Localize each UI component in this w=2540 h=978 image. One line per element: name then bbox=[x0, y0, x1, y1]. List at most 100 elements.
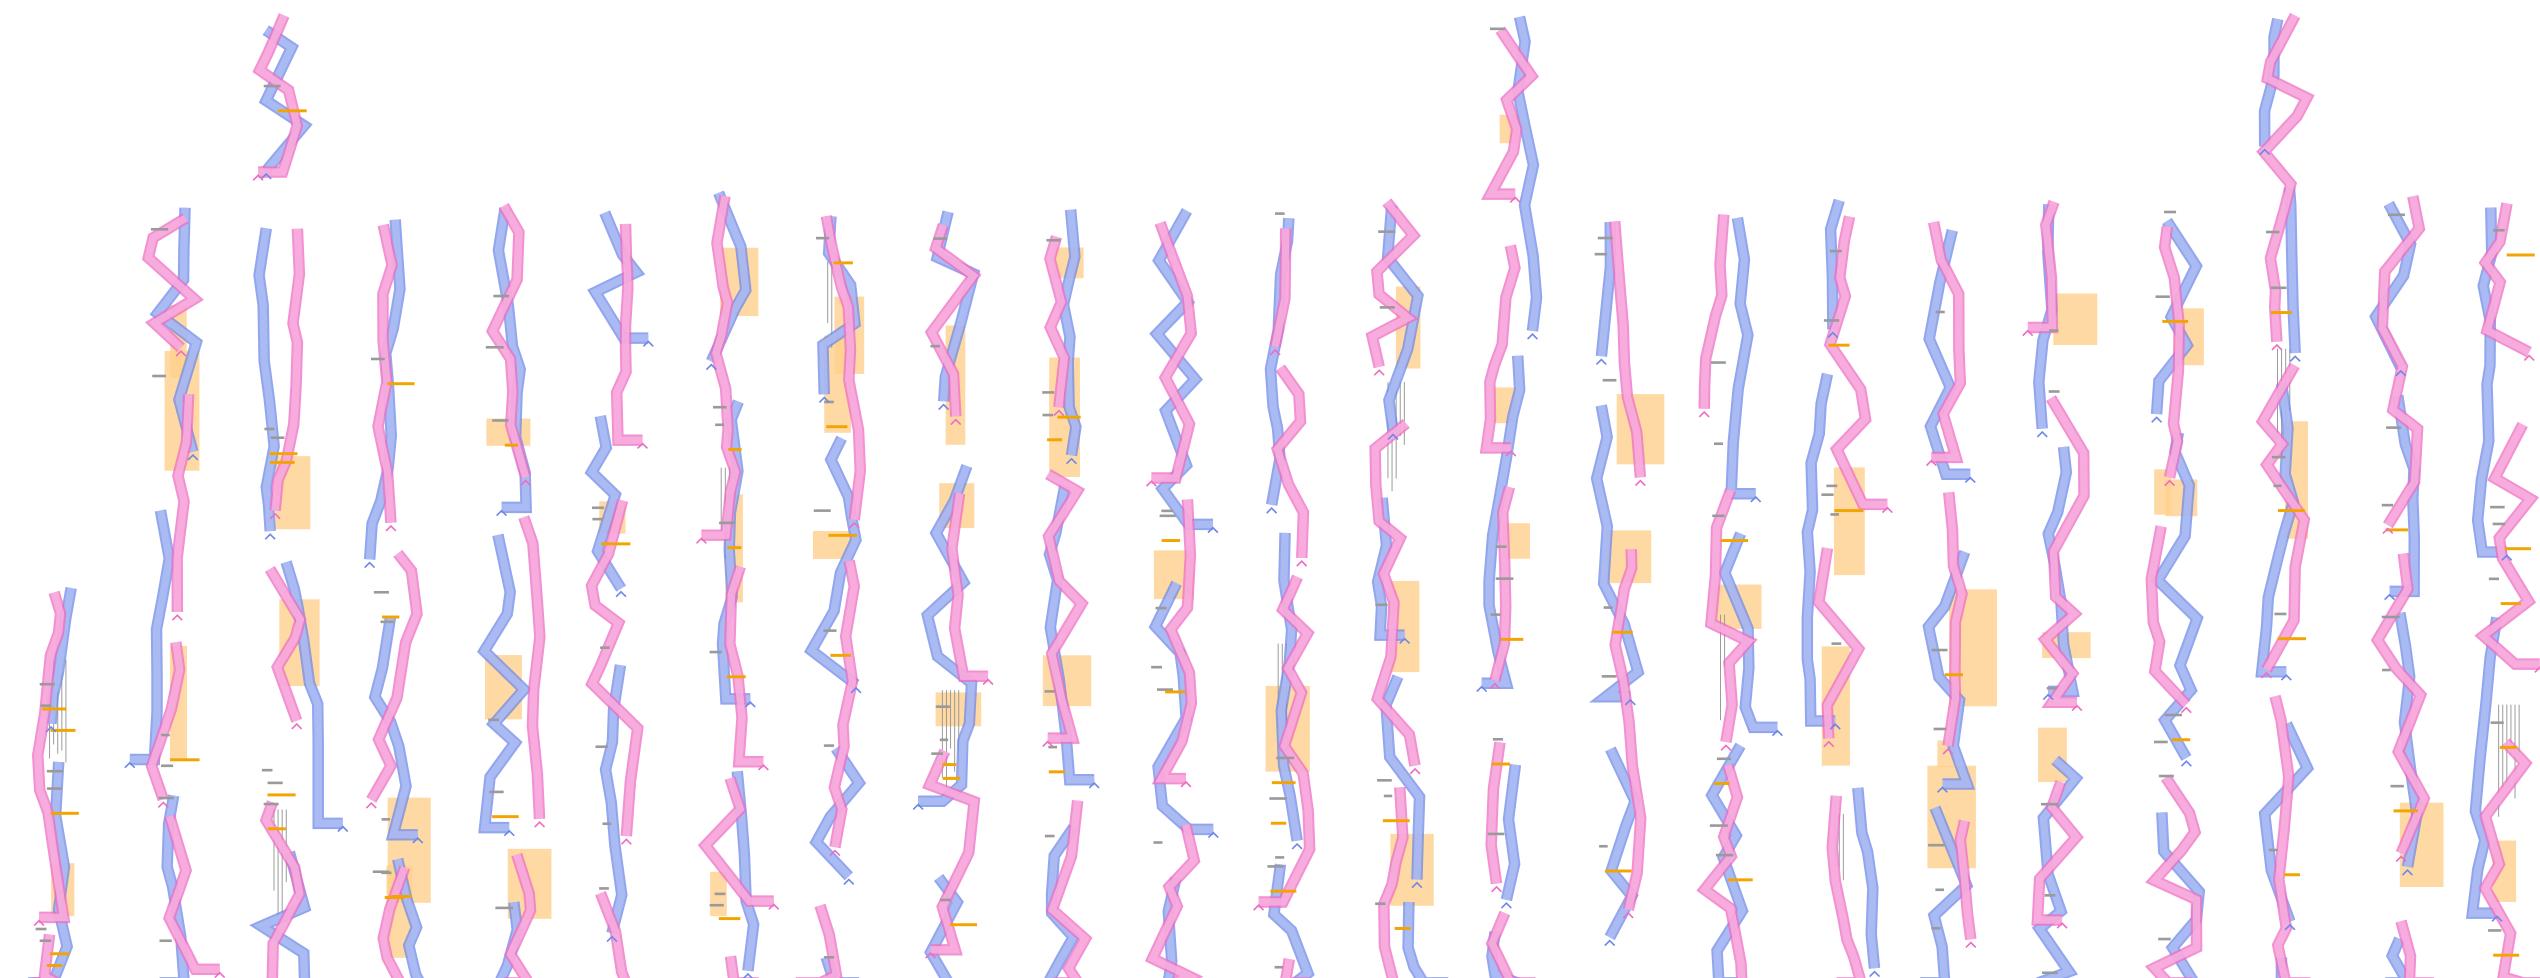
highlight-mark bbox=[387, 382, 415, 386]
highlight-mark bbox=[384, 896, 405, 900]
strand bbox=[1147, 823, 1199, 978]
label-mark bbox=[492, 419, 509, 422]
label-mark bbox=[2154, 740, 2168, 744]
label-mark bbox=[2381, 615, 2400, 619]
strand-end bbox=[2523, 354, 2535, 361]
strand-end bbox=[337, 825, 349, 833]
label-mark bbox=[1821, 493, 1834, 496]
highlight-mark bbox=[728, 448, 742, 452]
label-mark bbox=[930, 344, 940, 348]
strand-end bbox=[2056, 922, 2068, 929]
highlight-mark bbox=[1048, 770, 1065, 774]
highlight-mark bbox=[2277, 637, 2306, 641]
label-mark bbox=[1267, 865, 1284, 868]
strand-end bbox=[848, 521, 860, 529]
strand-end bbox=[124, 761, 136, 769]
strand bbox=[1597, 222, 1615, 357]
highlight-mark bbox=[942, 776, 961, 780]
strand bbox=[806, 436, 860, 688]
highlight-mark bbox=[1270, 821, 1287, 825]
label-mark bbox=[1378, 230, 1396, 233]
region bbox=[2154, 469, 2172, 515]
strand bbox=[811, 746, 864, 879]
label-mark bbox=[1601, 675, 1617, 678]
strand bbox=[1059, 209, 1080, 456]
strand-end bbox=[843, 878, 855, 886]
strand bbox=[2378, 195, 2424, 528]
strand bbox=[1277, 532, 1301, 842]
strand bbox=[1373, 497, 1405, 639]
label-mark bbox=[2164, 210, 2177, 214]
label-mark bbox=[939, 738, 949, 742]
highlight-mark bbox=[2506, 253, 2535, 257]
highlight-mark bbox=[2162, 319, 2189, 323]
highlight-mark bbox=[830, 653, 851, 657]
label-mark bbox=[1931, 926, 1941, 930]
label-mark bbox=[150, 227, 169, 231]
strand bbox=[612, 223, 643, 444]
strand bbox=[266, 567, 305, 723]
strand-end bbox=[1269, 348, 1281, 356]
label-mark bbox=[813, 509, 831, 512]
label-mark bbox=[39, 939, 52, 943]
label-mark bbox=[2158, 774, 2174, 778]
label-mark bbox=[2040, 802, 2059, 806]
label-mark bbox=[1823, 319, 1840, 322]
strand bbox=[918, 464, 976, 805]
highlight-mark bbox=[267, 793, 296, 797]
strand-end bbox=[2491, 915, 2503, 922]
label-mark bbox=[600, 646, 610, 650]
label-mark bbox=[35, 927, 47, 931]
highlight-mark bbox=[2385, 528, 2408, 532]
highlight-mark bbox=[269, 452, 298, 456]
strand bbox=[1727, 217, 1756, 498]
label-mark bbox=[1269, 797, 1287, 800]
strand bbox=[2389, 394, 2418, 596]
strand bbox=[1930, 806, 1971, 978]
strand bbox=[2481, 202, 2531, 356]
label-mark bbox=[1151, 665, 1163, 669]
strand bbox=[2027, 200, 2058, 332]
strand bbox=[520, 515, 544, 820]
label-mark bbox=[2382, 668, 2391, 672]
highlight-mark bbox=[267, 827, 286, 831]
strand-end bbox=[2180, 760, 2192, 767]
strand-end bbox=[818, 396, 830, 404]
strand bbox=[726, 955, 738, 978]
label-mark bbox=[1715, 853, 1734, 857]
label-mark bbox=[709, 903, 724, 907]
strand-end bbox=[2384, 593, 2396, 601]
strand-end bbox=[1965, 941, 1977, 949]
strand-end bbox=[1266, 507, 1278, 514]
strand bbox=[1371, 420, 1419, 767]
strand-end bbox=[1207, 526, 1219, 534]
label-mark bbox=[713, 405, 727, 409]
highlight-mark bbox=[2499, 745, 2518, 749]
strand bbox=[587, 499, 642, 837]
label-mark bbox=[1710, 361, 1726, 364]
label-mark bbox=[370, 357, 385, 361]
strand-end bbox=[45, 725, 57, 733]
strand bbox=[2258, 13, 2312, 342]
strand-end bbox=[2289, 355, 2301, 362]
strand bbox=[2258, 363, 2309, 672]
label-mark bbox=[1714, 442, 1724, 446]
strand-end bbox=[1491, 885, 1503, 893]
strand-end bbox=[1881, 506, 1893, 514]
highlight-mark bbox=[1834, 509, 1864, 513]
strand bbox=[718, 400, 751, 703]
strand bbox=[494, 207, 530, 512]
strand bbox=[601, 664, 626, 935]
label-mark bbox=[2488, 929, 2502, 932]
strand bbox=[165, 815, 220, 974]
strand bbox=[1380, 787, 1407, 978]
highlight-mark bbox=[2277, 509, 2305, 513]
strand-end bbox=[2271, 343, 2283, 351]
strand-end bbox=[157, 801, 169, 809]
label-mark bbox=[714, 892, 726, 896]
label-mark bbox=[263, 84, 281, 88]
highlight-mark bbox=[1271, 781, 1296, 785]
label-mark bbox=[1935, 310, 1945, 314]
strand-end bbox=[1964, 476, 1976, 484]
